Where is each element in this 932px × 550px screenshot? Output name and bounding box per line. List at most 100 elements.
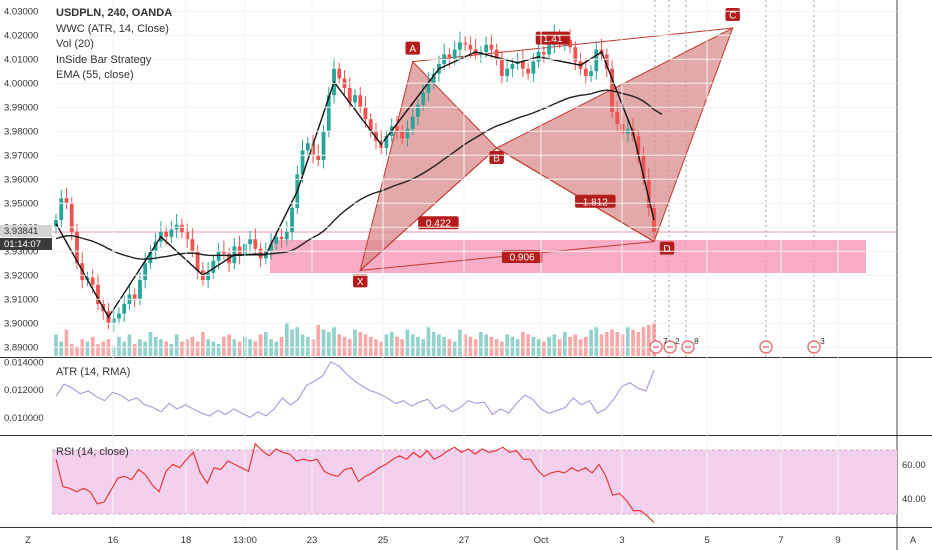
candle-body <box>143 263 148 280</box>
candle-body <box>316 155 321 160</box>
candle-body <box>321 131 326 160</box>
legend-indicator-wwc[interactable]: WWC (ATR, 14, Close) <box>56 22 169 35</box>
volume-bar <box>337 334 342 356</box>
volume-bar <box>389 332 394 356</box>
candle-body <box>636 136 641 156</box>
auto-scale-button[interactable]: A <box>910 535 917 546</box>
volume-bar <box>64 329 69 356</box>
volume-bar <box>117 336 121 356</box>
volume-bar <box>526 334 530 356</box>
volume-bar <box>195 341 200 356</box>
candle-body <box>122 304 127 314</box>
ratio-xb-label: 0.422 <box>426 219 451 230</box>
volume-bar <box>547 336 551 356</box>
candle-body <box>395 126 399 132</box>
candle-body <box>573 47 578 62</box>
volume-bar <box>164 341 168 356</box>
candle-body <box>353 95 357 103</box>
candle-body <box>221 251 226 254</box>
legend-indicator-ema[interactable]: EMA (55, close) <box>56 69 134 81</box>
candle-body <box>604 54 609 69</box>
candle-body <box>489 44 494 50</box>
atr-pane-label[interactable]: ATR (14, RMA) <box>56 366 131 378</box>
point-b-label-bg <box>489 151 504 164</box>
candle-body <box>447 54 452 60</box>
volume-bar <box>468 336 473 356</box>
volume-bar <box>96 344 100 356</box>
candle-body <box>337 68 342 79</box>
candle-body <box>421 92 426 105</box>
legend-indicator-vol[interactable]: Vol (20) <box>56 38 94 50</box>
candle-body <box>431 73 436 84</box>
volume-bar <box>332 327 336 356</box>
price-tick-label: 4.00000 <box>4 79 38 90</box>
candle-body <box>305 143 310 151</box>
candle-body <box>90 277 95 285</box>
countdown-tag <box>0 238 52 250</box>
candle-body <box>463 42 468 45</box>
rsi-pane-label[interactable]: RSI (14, close) <box>56 446 129 458</box>
candle-body <box>253 239 258 249</box>
volume-bar <box>342 336 347 356</box>
event-count-label: 7 <box>663 336 668 346</box>
price-tick-label: 4.02000 <box>4 31 38 42</box>
volume-bar <box>405 329 410 356</box>
price-axis[interactable]: 4.03000 4.02000 4.01000 4.00000 3.99000 3.980… <box>4 7 897 354</box>
event-count-label: 8 <box>694 336 699 346</box>
time-tick-label: 23 <box>307 535 318 546</box>
candle-body <box>510 64 515 69</box>
price-tick-label: 3.92000 <box>4 271 38 282</box>
rsi-axis[interactable]: 60.00 40.00 <box>902 460 926 505</box>
candle-body <box>641 155 646 180</box>
price-tick-label: 3.90000 <box>4 319 38 330</box>
candle-body <box>284 232 289 240</box>
candle-body <box>59 198 64 220</box>
volume-bar <box>190 336 195 356</box>
volume-bar <box>416 336 420 356</box>
volume-bar <box>279 336 284 356</box>
volume-bar <box>552 334 557 356</box>
volume-bar <box>148 332 153 356</box>
candle-body <box>274 236 279 244</box>
volume-bar <box>101 341 106 356</box>
volume-bar <box>353 329 357 356</box>
prz-zone[interactable] <box>270 240 866 273</box>
candle-body <box>410 116 415 129</box>
candle-body <box>583 68 588 76</box>
volume-bar <box>604 332 609 356</box>
time-tick-label: 9 <box>835 535 840 546</box>
zoom-button[interactable]: Z <box>25 535 31 546</box>
time-axis[interactable]: 16 18 13:00 23 25 27 Oct 3 5 7 9 <box>108 0 841 546</box>
volume-bar <box>458 329 462 356</box>
candle-body <box>111 318 116 324</box>
atr-axis[interactable]: 0.014000 0.012000 0.010000 <box>4 357 44 424</box>
volume-bar <box>122 341 127 356</box>
harmonic-bd-line <box>496 147 655 243</box>
volume-bar <box>615 332 620 356</box>
candle-body <box>484 44 489 52</box>
zigzag-path <box>55 50 655 319</box>
candle-body <box>541 52 546 55</box>
event-count-label: 3 <box>820 336 825 346</box>
candle-body <box>400 131 405 139</box>
volume-bar <box>201 332 205 356</box>
harmonic-pattern[interactable] <box>359 26 734 272</box>
candle-body <box>211 260 216 273</box>
rsi-tick-label: 60.00 <box>902 460 926 471</box>
candle-body <box>347 88 352 103</box>
candle-body <box>405 128 410 139</box>
atr-tick-label: 0.012000 <box>4 385 44 396</box>
candle-body <box>180 224 184 232</box>
volume-bar <box>284 322 289 356</box>
candle-body <box>290 208 294 232</box>
volume-bar <box>174 334 179 356</box>
candle-body <box>300 150 305 175</box>
candle-body <box>64 198 69 204</box>
legend-indicator-insidebar[interactable]: InSide Bar Strategy <box>56 53 152 66</box>
volume-bar <box>379 341 384 356</box>
symbol-title[interactable]: USDPLN, 240, OANDA <box>56 7 173 19</box>
price-tick-label: 4.01000 <box>4 55 38 66</box>
volume-bar <box>489 336 494 356</box>
